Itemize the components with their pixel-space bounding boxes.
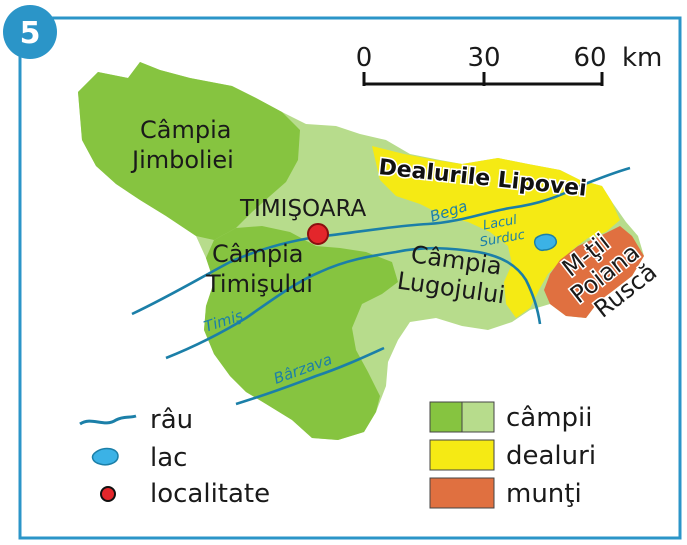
legend-label-localitate: localitate: [150, 479, 270, 509]
legend-swatch-campii: [429, 401, 495, 433]
river-bega: [131, 166, 631, 316]
scale-tick-0: 0: [356, 43, 373, 73]
plain-jimboliei-area: [78, 62, 300, 240]
figure-number: 5: [20, 16, 41, 51]
legend-label-rau: râu: [150, 405, 193, 435]
scale-bar: 0 30 60 km: [356, 43, 662, 86]
legend-label-munti: munţi: [506, 479, 582, 509]
river-icon: [79, 414, 137, 426]
legend-label-dealuri: dealuri: [506, 441, 596, 471]
city-dot-icon: [100, 486, 116, 502]
lake-icon: [91, 447, 119, 466]
river-barzava: [235, 346, 385, 406]
legend-swatch-munti: [429, 477, 495, 509]
legend-areas: câmpii dealuri munţi: [429, 401, 596, 509]
city-timisoara-marker: [307, 223, 329, 245]
legend-symbols: râu lac localitate: [79, 405, 270, 509]
hills-lipovei-area: [372, 146, 620, 318]
figure-number-badge: [3, 5, 57, 59]
legend-label-lac: lac: [150, 443, 187, 473]
label-campia-lugojului: Câmpia Lugojului: [395, 239, 511, 310]
scale-tick-60: 60: [573, 43, 606, 73]
mountains-poiana-rusca-area: [544, 226, 644, 318]
label-campia-timisului: Câmpia Timişului: [205, 240, 313, 298]
legend-label-campii: câmpii: [506, 403, 593, 433]
scale-tick-30: 30: [467, 43, 500, 73]
label-timisoara: TIMIŞOARA: [239, 196, 367, 222]
legend-swatch-dealuri: [429, 439, 495, 471]
scale-unit: km: [622, 43, 662, 73]
river-timis: [165, 246, 542, 360]
label-campia-jimboliei: Câmpia Jimboliei: [130, 116, 239, 174]
plain-timisului-area: [204, 226, 398, 440]
lake-surduc: [533, 233, 558, 252]
